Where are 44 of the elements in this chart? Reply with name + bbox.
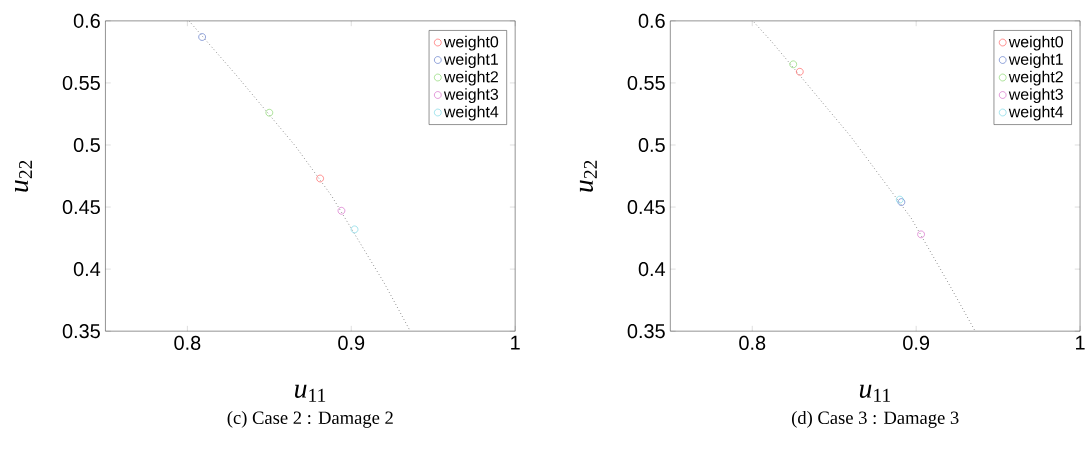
y-tick-label: 0.6 <box>73 13 100 28</box>
y-tick-label: 0.45 <box>627 199 665 214</box>
y-tick-label: 0.45 <box>62 199 100 214</box>
legend-label: weight4 <box>443 105 499 121</box>
point <box>917 230 925 238</box>
point <box>337 206 346 215</box>
x-tick-label: 1 <box>1076 335 1085 350</box>
legend-label: weight2 <box>443 70 498 86</box>
y-tick-label: 0.55 <box>62 75 100 90</box>
point <box>316 174 324 183</box>
line-series <box>188 20 411 331</box>
y-axis-title: u$_{22}$ <box>579 160 597 192</box>
y-tick-label: 0.35 <box>627 323 665 338</box>
y-tick-label: 0.4 <box>638 261 666 276</box>
y-tick-label: 0.35 <box>62 323 100 338</box>
line-series <box>753 21 976 331</box>
legend-label: weight0 <box>1008 35 1064 51</box>
legend-label: weight3 <box>443 88 499 103</box>
text: (d) Case 3 : Damage 3 <box>791 410 959 428</box>
point <box>198 33 206 41</box>
x-tick-label: 0.8 <box>739 335 766 350</box>
legend-label: weight2 <box>1008 70 1063 86</box>
legend-label: weight1 <box>443 53 498 68</box>
point <box>789 60 797 68</box>
point <box>350 225 359 233</box>
text: (c) Case 2 : Damage 2 <box>227 410 393 428</box>
x-tick-label: 0.8 <box>174 335 201 350</box>
y-tick-label: 0.55 <box>627 75 665 90</box>
y-tick-label: 0.5 <box>638 137 665 152</box>
y-axis-title: u$_{22}$ <box>15 160 32 192</box>
x-tick-label: 0.9 <box>338 335 365 350</box>
y-tick-label: 0.5 <box>73 137 100 152</box>
legend-label: weight3 <box>1008 88 1063 103</box>
point <box>265 108 274 117</box>
y-tick-label: 0.6 <box>638 13 665 28</box>
x-tick-label: 0.9 <box>903 335 930 350</box>
y-tick-label: 0.4 <box>73 261 101 276</box>
x-axis-title: u$_{11}$ <box>859 384 891 402</box>
legend-label: weight0 <box>443 35 499 51</box>
point <box>796 67 804 76</box>
x-tick-label: 1 <box>511 335 520 350</box>
x-axis-title: u$_{11}$ <box>295 384 326 402</box>
legend-label: weight1 <box>1008 53 1063 68</box>
legend-label: weight4 <box>1008 105 1064 121</box>
